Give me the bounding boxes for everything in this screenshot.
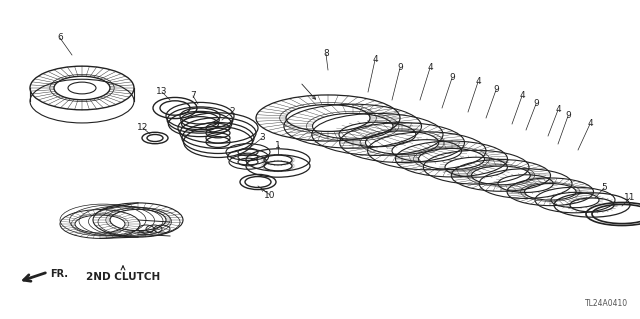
Text: 11: 11 bbox=[624, 194, 636, 203]
Text: TL24A0410: TL24A0410 bbox=[585, 299, 628, 308]
Text: 4: 4 bbox=[427, 63, 433, 72]
Text: 5: 5 bbox=[601, 183, 607, 192]
Text: 2ND CLUTCH: 2ND CLUTCH bbox=[86, 272, 160, 282]
Text: 8: 8 bbox=[323, 49, 329, 58]
Text: 9: 9 bbox=[449, 73, 455, 83]
Text: 4: 4 bbox=[519, 92, 525, 100]
Text: 7: 7 bbox=[190, 92, 196, 100]
Text: 9: 9 bbox=[565, 112, 571, 121]
Text: 10: 10 bbox=[264, 190, 276, 199]
Text: 6: 6 bbox=[57, 33, 63, 42]
Text: 9: 9 bbox=[397, 63, 403, 72]
Text: 9: 9 bbox=[533, 100, 539, 108]
Text: 2: 2 bbox=[229, 108, 235, 116]
Text: 4: 4 bbox=[555, 106, 561, 115]
Text: 3: 3 bbox=[259, 133, 265, 143]
Text: 4: 4 bbox=[372, 56, 378, 64]
Text: 1: 1 bbox=[275, 140, 281, 150]
Text: 4: 4 bbox=[587, 120, 593, 129]
Text: 12: 12 bbox=[138, 123, 148, 132]
Text: 13: 13 bbox=[156, 87, 168, 97]
Text: 4: 4 bbox=[475, 78, 481, 86]
Text: 9: 9 bbox=[493, 85, 499, 94]
Text: FR.: FR. bbox=[50, 269, 68, 279]
